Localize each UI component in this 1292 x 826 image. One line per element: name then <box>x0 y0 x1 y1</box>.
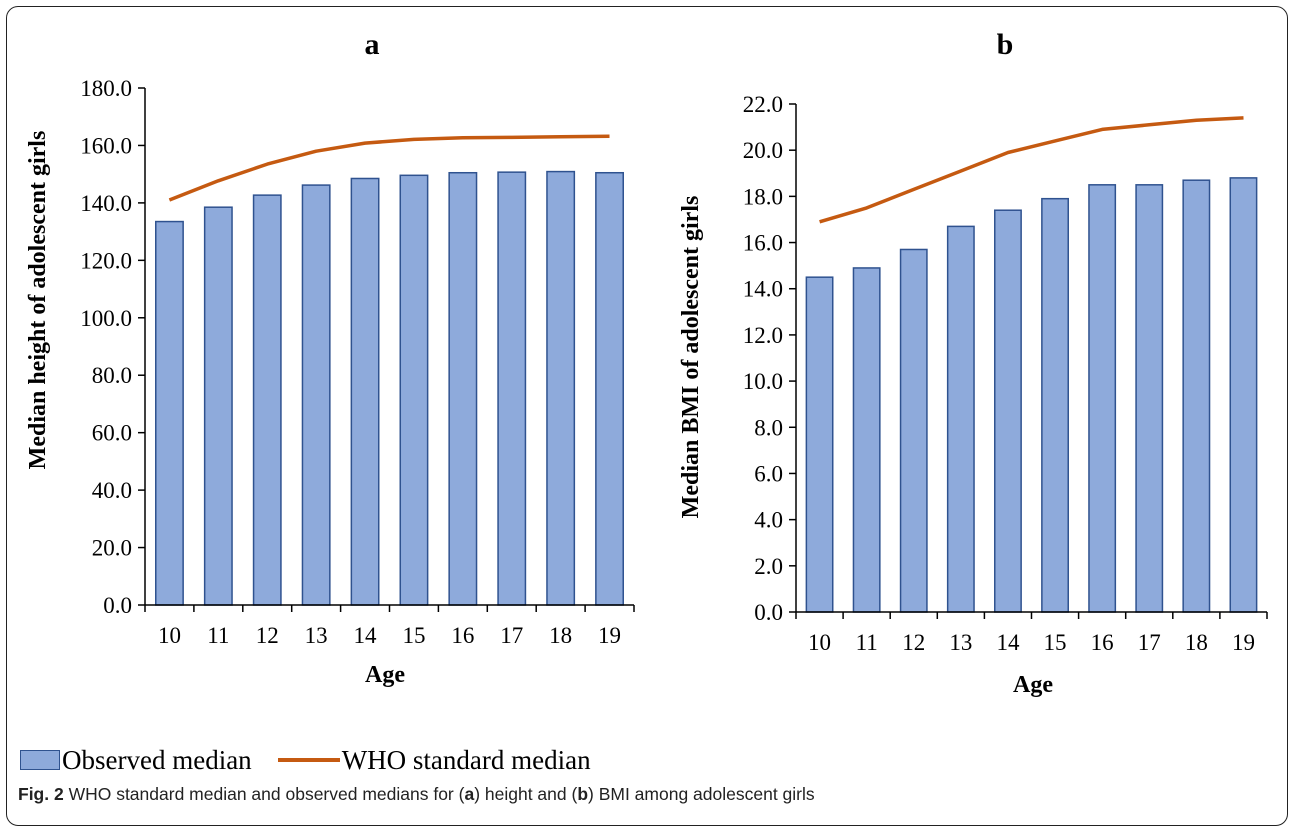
chart-a-xlabel: Age <box>365 662 405 688</box>
chart-a: a 0.0 20.0 40.0 60.0 80.0 100.0 120.0 140.0 160.0… <box>25 28 635 688</box>
chart-b-title: b <box>997 28 1014 61</box>
chart-b-bar <box>899 248 928 613</box>
chart-a-bar <box>252 194 282 606</box>
chart-a-xtick-label: 15 <box>402 623 425 648</box>
chart-b-xtick-label: 10 <box>808 630 831 655</box>
caption-text-3: ) BMI among adolescent girls <box>588 784 815 804</box>
legend-who-label: WHO standard median <box>341 744 591 775</box>
legend-observed-swatch <box>20 750 60 770</box>
chart-a-bar <box>448 171 478 606</box>
chart-b-who-line <box>819 116 1244 224</box>
chart-b: b 0.0 2.0 4.0 6.0 8.0 10.0 12.0 14.0 16.0 18.0 20.0… <box>678 28 1268 698</box>
chart-b-ytick-label: 16.0 <box>743 231 783 256</box>
chart-b-xtick-label: 11 <box>856 630 878 655</box>
chart-a-xtick-label: 11 <box>207 623 229 648</box>
chart-a-ytick-label: 180.0 <box>80 76 132 101</box>
chart-a-ytick-label: 140.0 <box>80 191 132 216</box>
chart-a-xtick-label: 10 <box>158 623 181 648</box>
chart-a-xtick-label: 17 <box>500 623 523 648</box>
chart-b-ytick-label: 0.0 <box>754 600 783 625</box>
chart-a-bar <box>399 174 429 606</box>
chart-b-xtick-label: 12 <box>902 630 925 655</box>
chart-b-bar <box>1041 197 1069 613</box>
chart-a-bar <box>203 206 233 606</box>
chart-b-bar <box>1182 179 1211 613</box>
chart-b-ytick-label: 14.0 <box>743 277 783 302</box>
caption-text-1: WHO standard median and observed medians… <box>63 784 465 804</box>
chart-b-ytick-label: 4.0 <box>754 508 783 533</box>
caption-b: b <box>577 784 589 804</box>
caption-fig-label: Fig. 2 <box>18 784 64 804</box>
chart-a-ylabel: Median height of adolescent girls <box>25 131 51 470</box>
legend-observed-label: Observed median <box>62 744 252 775</box>
caption-a: a <box>464 784 475 804</box>
chart-b-bar <box>994 209 1022 613</box>
chart-a-xtick-label: 16 <box>451 623 474 648</box>
chart-a-bar <box>546 170 576 606</box>
chart-b-ytick-label: 8.0 <box>754 415 783 440</box>
chart-b-xtick-label: 13 <box>949 630 972 655</box>
chart-a-ytick-label: 120.0 <box>80 248 132 273</box>
chart-a-xtick-label: 13 <box>305 623 328 648</box>
chart-b-xtick-label: 16 <box>1091 630 1114 655</box>
legend-who-swatch <box>277 758 340 762</box>
chart-a-ytick-label: 20.0 <box>92 536 132 561</box>
chart-a-who-line <box>168 134 610 202</box>
figure-caption: Fig. 2 WHO standard median and observed … <box>18 784 815 805</box>
chart-a-ytick-label: 160.0 <box>80 133 132 158</box>
chart-b-ylabel: Median BMI of adolescent girls <box>678 196 704 519</box>
chart-b-ytick-label: 10.0 <box>743 369 783 394</box>
chart-a-ytick-label: 60.0 <box>92 421 132 446</box>
chart-b-xtick-label: 17 <box>1138 630 1161 655</box>
chart-a-ytick-label: 80.0 <box>92 363 132 388</box>
chart-a-ytick-label: 100.0 <box>80 306 132 331</box>
chart-b-ytick-label: 12.0 <box>743 323 783 348</box>
chart-a-ytick-label: 0.0 <box>103 593 132 618</box>
chart-a-xtick-label: 14 <box>354 623 378 648</box>
chart-b-ytick-label: 20.0 <box>743 138 783 163</box>
chart-a-xtick-label: 12 <box>256 623 279 648</box>
chart-a-bar <box>155 220 184 606</box>
chart-b-ytick-label: 18.0 <box>743 184 783 209</box>
chart-b-bar <box>805 276 834 613</box>
chart-b-bar <box>852 267 881 613</box>
chart-b-bar <box>1229 177 1258 613</box>
chart-b-ytick-label: 2.0 <box>754 554 783 579</box>
chart-a-bar <box>595 171 624 606</box>
chart-b-xlabel: Age <box>1013 672 1053 698</box>
chart-a-xtick-label: 18 <box>549 623 572 648</box>
chart-a-bar <box>350 177 380 606</box>
chart-b-xtick-label: 15 <box>1044 630 1067 655</box>
chart-b-xtick-label: 14 <box>996 630 1020 655</box>
chart-b-bar <box>1088 184 1117 613</box>
chart-a-bar <box>301 184 331 606</box>
chart-b-bar <box>1135 184 1164 613</box>
chart-b-ytick-label: 6.0 <box>754 461 783 486</box>
chart-a-ytick-label: 40.0 <box>92 478 132 503</box>
chart-b-bar <box>946 225 975 613</box>
caption-text-2: ) height and ( <box>474 784 578 804</box>
legend: Observed median WHO standard median <box>20 740 591 780</box>
chart-a-bar <box>497 171 527 606</box>
chart-b-xtick-label: 18 <box>1185 630 1208 655</box>
chart-a-xtick-label: 19 <box>598 623 621 648</box>
chart-a-title: a <box>365 28 380 61</box>
chart-b-xtick-label: 19 <box>1232 630 1255 655</box>
chart-b-ytick-label: 22.0 <box>743 92 783 117</box>
